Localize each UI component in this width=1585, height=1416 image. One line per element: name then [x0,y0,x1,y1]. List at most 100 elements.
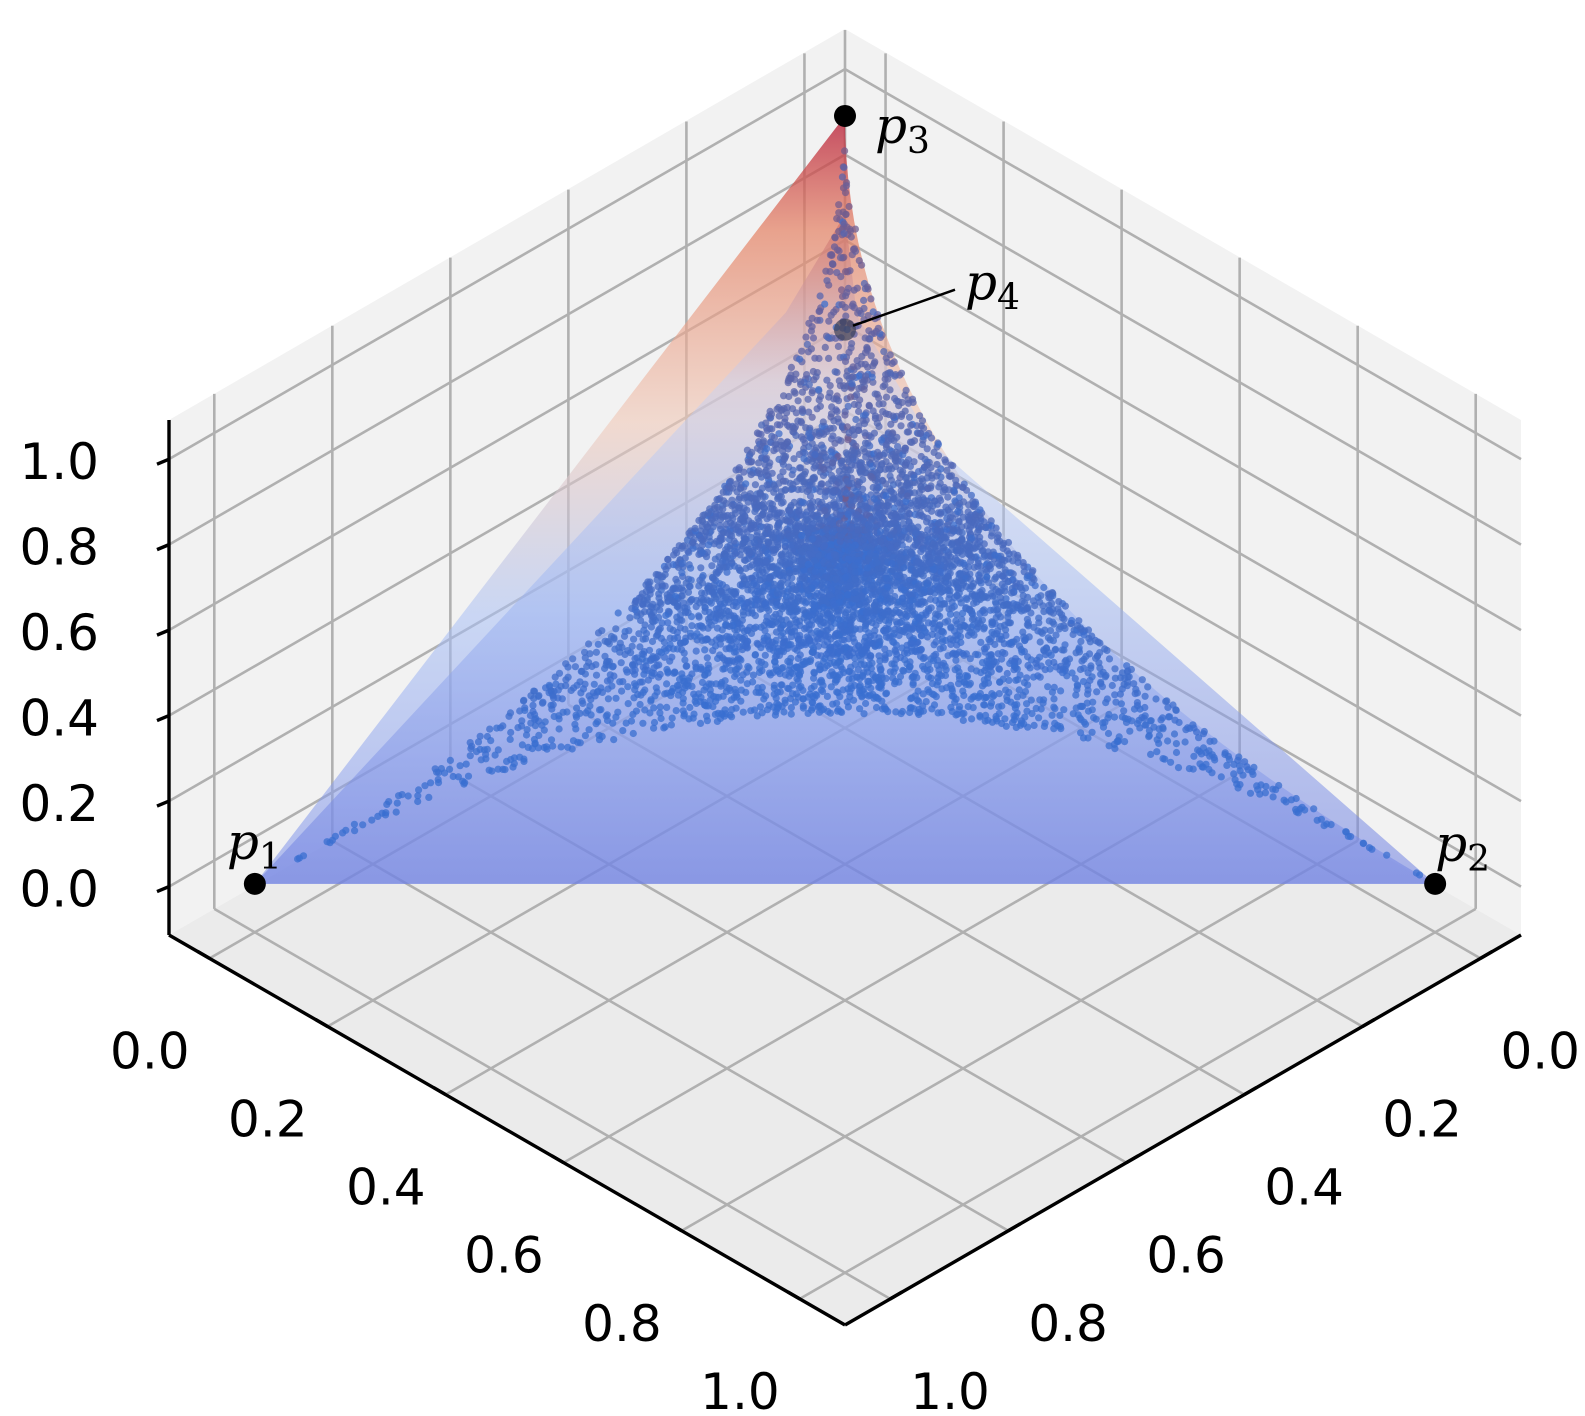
scatter-point [967,491,976,499]
scatter-point [425,793,433,802]
scatter-point [927,604,935,612]
scatter-point [755,459,763,467]
scatter-point [703,635,712,644]
scatter-point [862,699,870,708]
scatter-point [658,619,666,627]
scatter-point [1359,839,1367,847]
scatter-point [1225,755,1233,764]
scatter-point [881,610,889,618]
scatter-point [923,518,931,526]
scatter-point [547,736,556,744]
scatter-point [1327,821,1335,829]
scatter-point [709,574,717,582]
scatter-point [1126,727,1134,735]
scatter-point [1301,806,1309,814]
scatter-point [738,624,746,632]
scatter-point [572,713,581,721]
scatter-point [1230,770,1238,778]
scatter-point [688,595,696,603]
scatter-point [421,782,429,790]
scatter-point [745,458,753,466]
scatter-point [395,792,403,800]
scatter-point [916,621,925,629]
scatter-point [586,702,594,710]
scatter-point [472,748,481,756]
scatter-point [664,619,672,627]
scatter-point [913,674,921,682]
scatter-point [990,691,998,699]
scatter-point [755,518,763,526]
scatter-point [821,488,830,496]
scatter-point [980,701,988,709]
scatter-point [844,510,852,518]
scatter-point [923,445,931,453]
scatter-point [821,343,829,351]
scatter-point [604,695,613,703]
scatter-point [670,551,678,559]
scatter-point [892,579,900,587]
scatter-point [662,611,670,620]
scatter-point [784,627,793,635]
scatter-point [917,600,925,608]
scatter-point [965,526,973,534]
scatter-point [1104,729,1113,738]
scatter-point [520,696,528,704]
scatter-point [648,612,656,620]
scatter-point [579,699,587,708]
scatter-point [1019,592,1027,600]
scatter-point [1050,703,1058,711]
scatter-point [1111,665,1119,673]
scatter-point [1101,718,1109,726]
scatter-point [639,719,647,727]
scatter-point [1078,702,1086,711]
scatter-point [980,540,988,548]
scatter-point [1368,845,1376,853]
scatter-point [1116,690,1124,698]
scatter-point [1044,683,1052,691]
scatter-point [582,709,590,717]
scatter-point [635,630,643,638]
scatter-point [964,631,973,640]
scatter-point [571,663,580,671]
scatter-point [808,389,816,397]
scatter-point [632,597,640,606]
scatter-point [499,765,507,774]
scatter-point [761,651,769,659]
scatter-point [765,606,773,615]
scatter-point [1171,716,1179,724]
scatter-point [682,662,690,670]
scatter-point [485,766,493,774]
scatter-point [726,563,734,571]
grid-line [213,907,891,1300]
scatter-point [843,372,851,380]
scatter-point [860,296,868,304]
scatter-point [585,640,593,648]
scatter-point [1261,789,1269,797]
scatter-point [794,397,802,405]
scatter-point [882,393,891,401]
scatter-point [1072,691,1080,699]
scatter-point [995,665,1003,673]
scatter-point [882,689,891,697]
scatter-point [645,646,654,654]
scatter-point [1050,620,1058,628]
scatter-point [1084,690,1092,698]
grid-line [168,153,846,546]
scatter-point [647,623,656,631]
scatter-point [1184,724,1192,732]
scatter-point [701,607,709,616]
scatter-point [1051,646,1059,654]
scatter-point [415,786,423,794]
scatter-point [821,300,829,308]
scatter-point [1172,748,1181,757]
scatter-point [978,523,986,531]
scatter-point [1117,700,1125,708]
scatter-point [861,334,869,342]
scatter-point [668,653,676,661]
scatter-point [854,666,862,674]
scatter-point [854,401,863,409]
scatter-point [834,342,843,350]
scatter-point [862,453,870,461]
scatter-point [882,492,890,500]
scatter-point [466,752,474,760]
